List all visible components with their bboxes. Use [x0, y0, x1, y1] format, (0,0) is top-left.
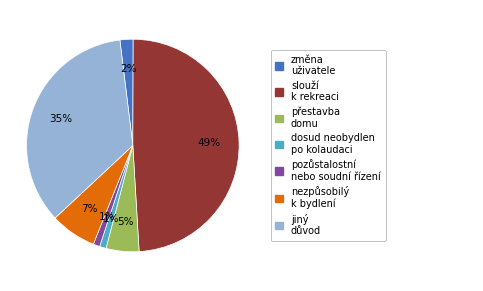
Text: 7%: 7% [81, 204, 98, 214]
Legend: změna
uživatele, slouží
k rekreaci, přestavba
domu, dosud neobydlen
po kolaudaci: změna uživatele, slouží k rekreaci, přes… [270, 50, 385, 241]
Wedge shape [120, 39, 133, 146]
Wedge shape [93, 146, 133, 246]
Text: 49%: 49% [198, 138, 221, 148]
Text: 1%: 1% [99, 212, 115, 222]
Wedge shape [133, 39, 239, 252]
Wedge shape [106, 146, 139, 252]
Text: 1%: 1% [103, 214, 119, 224]
Wedge shape [55, 146, 133, 244]
Text: 35%: 35% [49, 114, 72, 124]
Text: 2%: 2% [120, 64, 137, 74]
Wedge shape [99, 146, 133, 248]
Wedge shape [27, 40, 133, 218]
Text: 5%: 5% [117, 217, 134, 227]
